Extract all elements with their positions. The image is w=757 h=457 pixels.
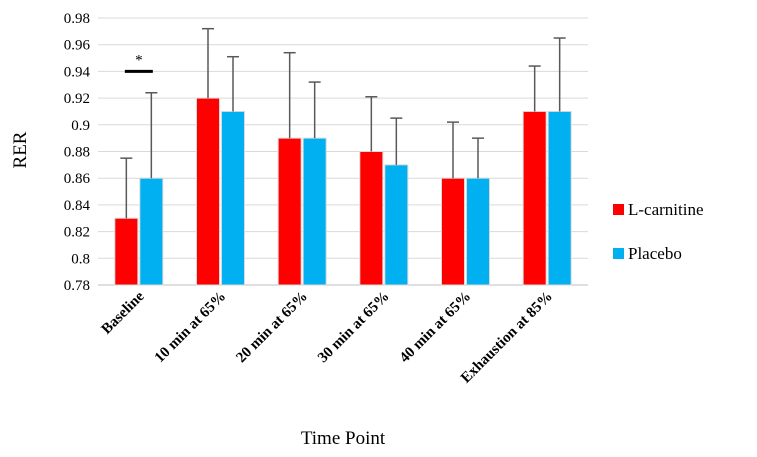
bar-placebo-1 bbox=[221, 110, 245, 286]
legend-swatch-placebo bbox=[613, 248, 624, 259]
y-tick-label: 0.94 bbox=[64, 64, 91, 80]
y-tick-label: 0.98 bbox=[64, 11, 90, 27]
bar-placebo-5 bbox=[547, 110, 572, 286]
y-tick-labels: 0.78 0.8 0.82 0.84 0.86 0.88 0.9 0.92 0.94 0.96 0.… bbox=[64, 11, 91, 294]
x-tick-label: 30 min at 65% bbox=[315, 289, 393, 367]
x-tick-label: 20 min at 65% bbox=[233, 289, 311, 367]
bar-l-carnitine-4 bbox=[441, 177, 465, 286]
y-tick-label: 0.88 bbox=[64, 145, 90, 161]
significance-star: * bbox=[135, 52, 143, 68]
bars bbox=[114, 97, 572, 286]
x-tick-label: Exhaustion at 85% bbox=[458, 289, 556, 387]
x-tick-label: Baseline bbox=[99, 288, 148, 337]
y-tick-label: 0.84 bbox=[64, 198, 91, 214]
y-tick-label: 0.92 bbox=[64, 91, 90, 107]
y-tick-label: 0.96 bbox=[64, 38, 91, 54]
bar-l-carnitine-2 bbox=[277, 137, 302, 286]
bar-l-carnitine-3 bbox=[359, 151, 384, 286]
y-tick-label: 0.78 bbox=[64, 278, 90, 294]
x-axis-title: Time Point bbox=[301, 428, 386, 449]
legend: L-carnitine Placebo bbox=[613, 200, 704, 263]
legend-label: Placebo bbox=[628, 244, 682, 263]
bar-placebo-4 bbox=[466, 177, 490, 286]
legend-swatch-l-carnitine bbox=[613, 204, 624, 215]
error-bars bbox=[120, 27, 566, 219]
bar-l-carnitine-0 bbox=[114, 217, 139, 286]
x-tick-label: 40 min at 65% bbox=[397, 289, 475, 367]
legend-label: L-carnitine bbox=[628, 200, 704, 219]
y-tick-label: 0.86 bbox=[64, 171, 91, 187]
bar-placebo-2 bbox=[302, 137, 327, 286]
gridlines bbox=[98, 17, 588, 286]
bar-placebo-0 bbox=[139, 177, 164, 286]
y-axis-title: RER bbox=[10, 131, 31, 168]
annotations: * bbox=[124, 52, 153, 73]
x-tick-labels: Baseline 10 min at 65% 20 min at 65% 30 min… bbox=[99, 288, 556, 386]
bar-l-carnitine-5 bbox=[522, 110, 547, 286]
bar-placebo-3 bbox=[384, 164, 409, 286]
y-tick-label: 0.8 bbox=[71, 251, 90, 267]
x-tick-label: 10 min at 65% bbox=[152, 289, 230, 367]
y-tick-label: 0.9 bbox=[71, 118, 90, 134]
y-tick-label: 0.82 bbox=[64, 225, 90, 241]
bar-l-carnitine-1 bbox=[196, 97, 220, 286]
